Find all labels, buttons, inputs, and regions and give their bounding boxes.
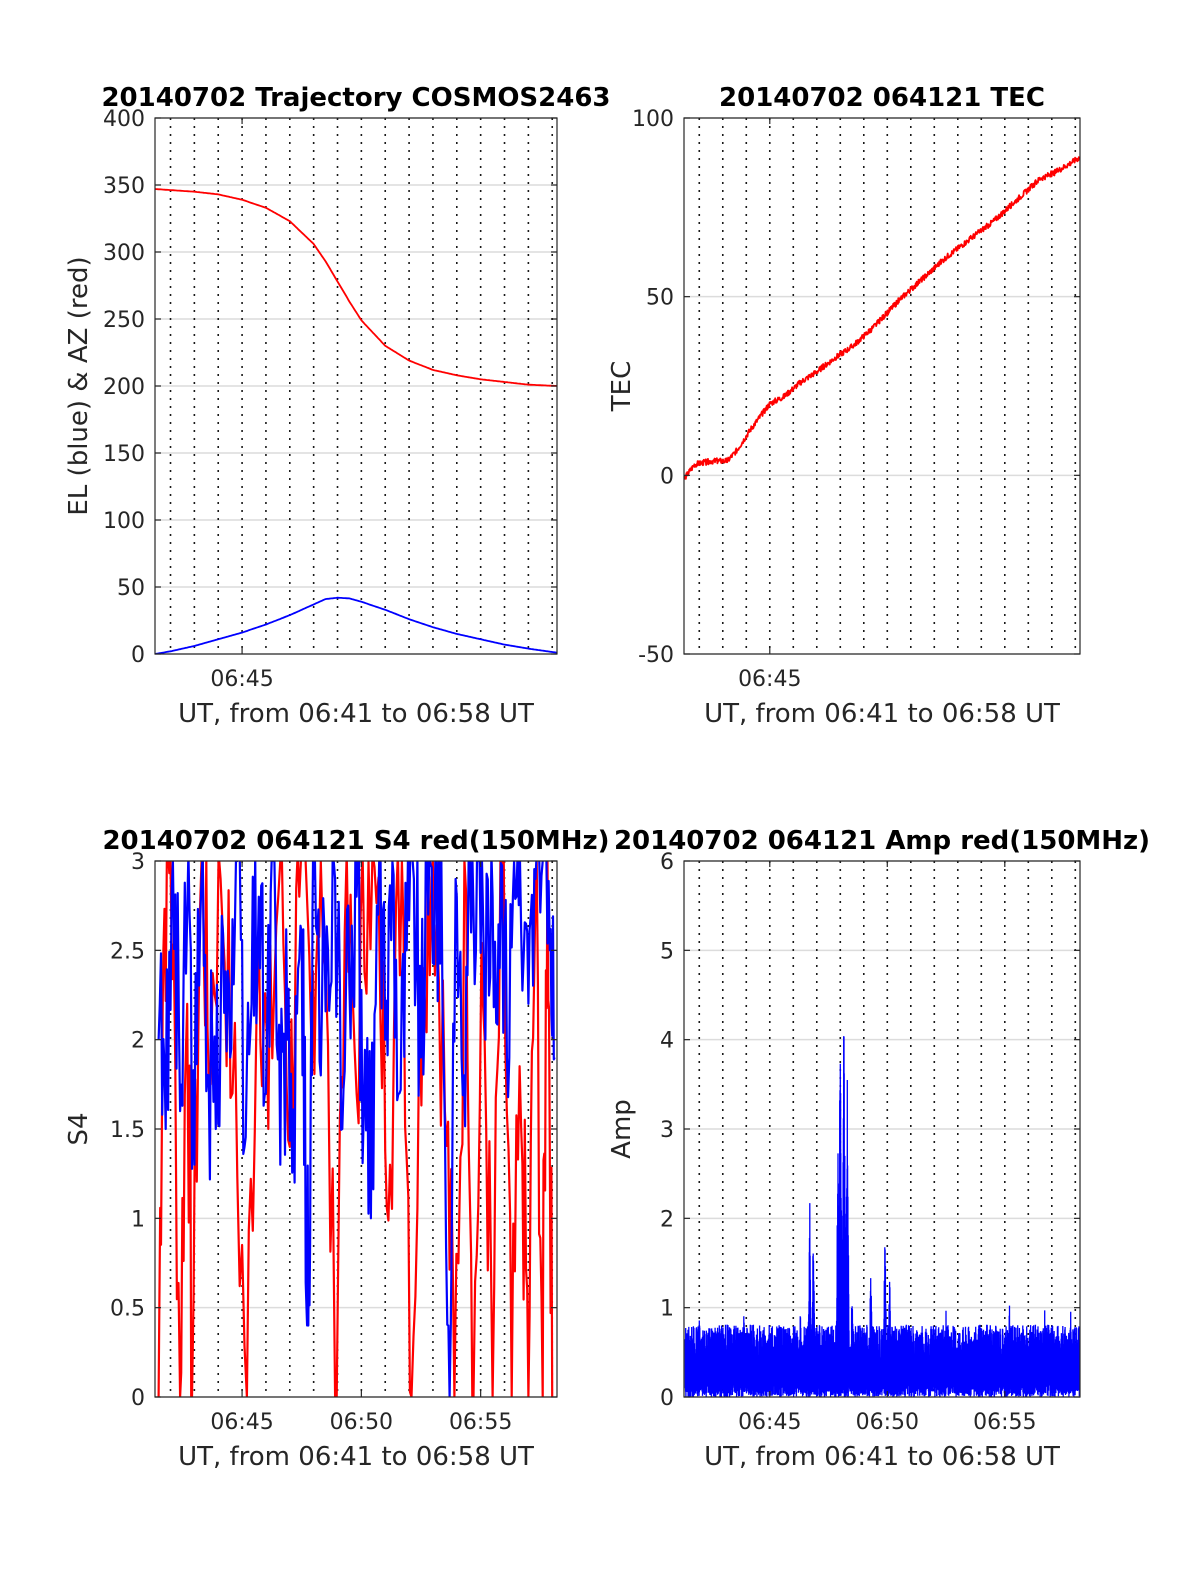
y-tick-label: 200 (103, 375, 145, 400)
y-tick-label: 1 (660, 1297, 674, 1322)
x-tick-label: 06:50 (330, 1410, 393, 1435)
x-axis-label: UT, from 06:41 to 06:58 UT (704, 699, 1060, 729)
x-tick-label: 06:45 (210, 1410, 273, 1435)
x-tick-label: 06:55 (973, 1410, 1036, 1435)
y-tick-label: 3 (660, 1118, 674, 1143)
y-tick-label: 100 (103, 509, 145, 534)
s4-series-s4_red (157, 861, 554, 1397)
x-axis-label: UT, from 06:41 to 06:58 UT (178, 699, 534, 729)
x-tick-label: 06:45 (738, 667, 801, 692)
axes-frame (683, 117, 1081, 655)
y-tick-label: 2.5 (110, 939, 145, 964)
x-axis-label: UT, from 06:41 to 06:58 UT (704, 1442, 1060, 1472)
y-tick-label: 100 (632, 107, 674, 132)
y-tick-label: 50 (646, 286, 674, 311)
y-tick-label: 1 (131, 1207, 145, 1232)
x-axis-label: UT, from 06:41 to 06:58 UT (178, 1442, 534, 1472)
trajectory-series-elevation (155, 596, 557, 654)
y-tick-label: 0 (131, 1386, 145, 1411)
x-tick-label: 06:55 (449, 1410, 512, 1435)
y-tick-label: 300 (103, 241, 145, 266)
amp-chart: 0 1 2 3 4 5 6 06:45 06:50 06:55 UT, from 06:41 to … (607, 826, 1150, 1472)
y-tick-label: 400 (103, 107, 145, 132)
y-tick-label: 6 (660, 850, 674, 875)
plot-area (157, 861, 556, 1397)
y-axis-label: EL (blue) & AZ (red) (64, 256, 94, 515)
chart-title: 20140702 Trajectory COSMOS2463 (101, 83, 610, 113)
y-tick-label: 2 (131, 1029, 145, 1054)
y-tick-label: 0 (660, 464, 674, 489)
y-tick-label: 1.5 (110, 1118, 145, 1143)
chart-title: 20140702 064121 TEC (719, 83, 1045, 113)
s4-chart: 0 0.5 1 1.5 2 2.5 3 06:45 06:50 06:55 UT, from 06:… (64, 826, 610, 1472)
y-tick-label: 2 (660, 1207, 674, 1232)
y-tick-label: 4 (660, 1029, 674, 1054)
s4-series-s4_blue (157, 861, 556, 1397)
y-tick-label: 350 (103, 174, 145, 199)
y-tick-label: 0 (131, 643, 145, 668)
x-tick-label: 06:45 (210, 667, 273, 692)
y-tick-label: 0 (660, 1386, 674, 1411)
y-tick-label: 250 (103, 308, 145, 333)
chart-title: 20140702 064121 Amp red(150MHz) (614, 826, 1150, 856)
trajectory-chart: 0 50 100 150 200 250 300 350 400 06:45 UT, from 06… (64, 83, 611, 729)
tec-chart: -50 0 50 100 06:45 UT, from 06:41 to 06:58 UT… (607, 83, 1081, 729)
y-tick-label: 0.5 (110, 1297, 145, 1322)
tec-series-tec (684, 156, 1080, 480)
plot-area (684, 156, 1080, 480)
x-tick-label: 06:50 (856, 1410, 919, 1435)
y-tick-label: 3 (131, 850, 145, 875)
y-axis-label: S4 (64, 1112, 94, 1145)
chart-title: 20140702 064121 S4 red(150MHz) (102, 826, 609, 856)
amp-series-line (684, 1036, 1080, 1397)
y-axis-label: Amp (607, 1099, 637, 1159)
plot-area (684, 1036, 1080, 1397)
y-tick-label: 5 (660, 939, 674, 964)
y-tick-label: -50 (638, 643, 674, 668)
x-tick-label: 06:45 (738, 1410, 801, 1435)
y-tick-label: 50 (117, 576, 145, 601)
y-axis-label: TEC (607, 361, 637, 412)
plot-area (155, 188, 557, 654)
y-tick-label: 150 (103, 442, 145, 467)
trajectory-series-azimuth (155, 188, 557, 387)
